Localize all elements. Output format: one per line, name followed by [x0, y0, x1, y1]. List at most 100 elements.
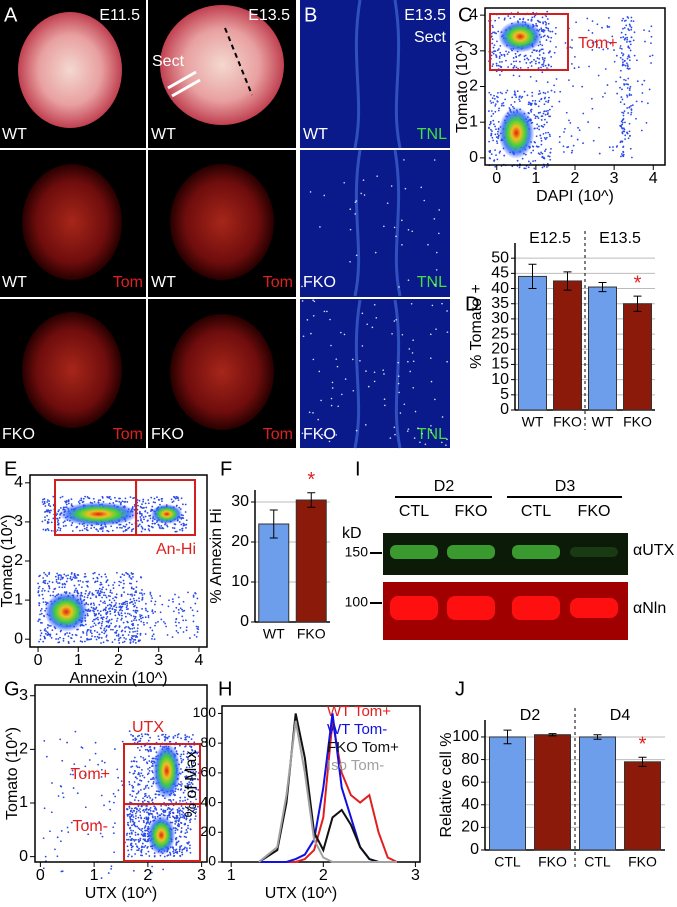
event-dot: [510, 63, 512, 65]
event-dot: [111, 608, 113, 610]
x-tick-label: FKO: [623, 414, 652, 430]
event-dot: [179, 812, 181, 814]
event-dot: [44, 582, 46, 584]
event-dot: [498, 17, 500, 19]
x-axis-label: UTX (10^): [85, 885, 157, 902]
event-dot: [177, 829, 179, 831]
event-dot: [499, 52, 501, 54]
event-dot: [564, 128, 566, 130]
event-dot: [629, 24, 631, 26]
event-dot: [545, 132, 547, 134]
event-dot: [542, 21, 544, 23]
speckle: [356, 430, 358, 432]
event-dot: [185, 511, 187, 513]
event-dot: [535, 115, 537, 117]
event-dot: [519, 167, 521, 169]
speckle: [314, 301, 316, 303]
event-dot: [151, 785, 153, 787]
label: E11.5: [99, 7, 140, 24]
event-dot: [498, 48, 500, 50]
event-dot: [122, 587, 124, 589]
event-dot: [169, 808, 171, 810]
event-dot: [135, 825, 137, 827]
event-dot: [47, 509, 49, 511]
event-dot: [185, 527, 187, 529]
event-dot: [513, 61, 515, 63]
event-dot: [626, 37, 628, 39]
event-dot: [604, 92, 606, 94]
event-dot: [629, 89, 631, 91]
event-dot: [58, 509, 60, 511]
event-dot: [148, 760, 150, 762]
event-dot: [543, 133, 545, 135]
event-dot: [545, 114, 547, 116]
event-dot: [519, 75, 521, 77]
event-dot: [621, 112, 623, 114]
event-dot: [177, 736, 179, 738]
event-dot: [62, 792, 64, 794]
event-dot: [520, 97, 522, 99]
event-dot: [61, 578, 63, 580]
event-dot: [127, 845, 129, 847]
event-dot: [144, 835, 146, 837]
event-dot: [572, 85, 574, 87]
label: UTX: [132, 719, 164, 736]
event-dot: [43, 740, 45, 742]
event-dot: [193, 595, 195, 597]
event-dot: [137, 741, 139, 743]
event-dot: [142, 843, 144, 845]
speckle: [403, 159, 405, 161]
label: Tom: [113, 274, 143, 291]
event-dot: [86, 638, 88, 640]
event-dot: [542, 167, 544, 169]
event-dot: [545, 148, 547, 150]
event-dot: [543, 113, 545, 115]
event-dot: [71, 637, 73, 639]
bar: [259, 524, 289, 622]
event-dot: [91, 606, 93, 608]
event-dot: [547, 81, 549, 83]
panel-letter: F: [220, 458, 232, 480]
event-dot: [545, 24, 547, 26]
event-dot: [144, 793, 146, 795]
event-dot: [98, 594, 100, 596]
y-tick-label: 80: [200, 734, 216, 750]
event-dot: [554, 52, 556, 54]
density: [147, 815, 175, 855]
event-dot: [156, 496, 158, 498]
speckle: [323, 195, 325, 197]
event-dot: [120, 576, 122, 578]
event-dot: [172, 815, 174, 817]
event-dot: [134, 594, 136, 596]
event-dot: [114, 822, 116, 824]
event-dot: [492, 31, 494, 33]
event-dot: [132, 819, 134, 821]
event-dot: [44, 502, 46, 504]
event-dot: [538, 105, 540, 107]
event-dot: [93, 607, 95, 609]
event-dot: [543, 124, 545, 126]
event-dot: [84, 496, 86, 498]
event-dot: [540, 67, 542, 69]
event-dot: [137, 846, 139, 848]
speckle: [337, 366, 339, 368]
event-dot: [566, 112, 568, 114]
event-dot: [176, 852, 178, 854]
y-tick-label: 100: [193, 704, 217, 720]
event-dot: [112, 598, 114, 600]
event-dot: [82, 631, 84, 633]
event-dot: [94, 572, 96, 574]
event-dot: [131, 635, 133, 637]
event-dot: [137, 624, 139, 626]
speckle: [324, 311, 326, 313]
event-dot: [126, 605, 128, 607]
event-dot: [93, 611, 95, 613]
event-dot: [138, 841, 140, 843]
event-dot: [543, 60, 545, 62]
event-dot: [176, 849, 178, 851]
density: [151, 504, 183, 524]
event-dot: [538, 125, 540, 127]
event-dot: [626, 107, 628, 109]
x-tick-label: 3: [610, 170, 619, 187]
plot-frame: [222, 706, 420, 862]
